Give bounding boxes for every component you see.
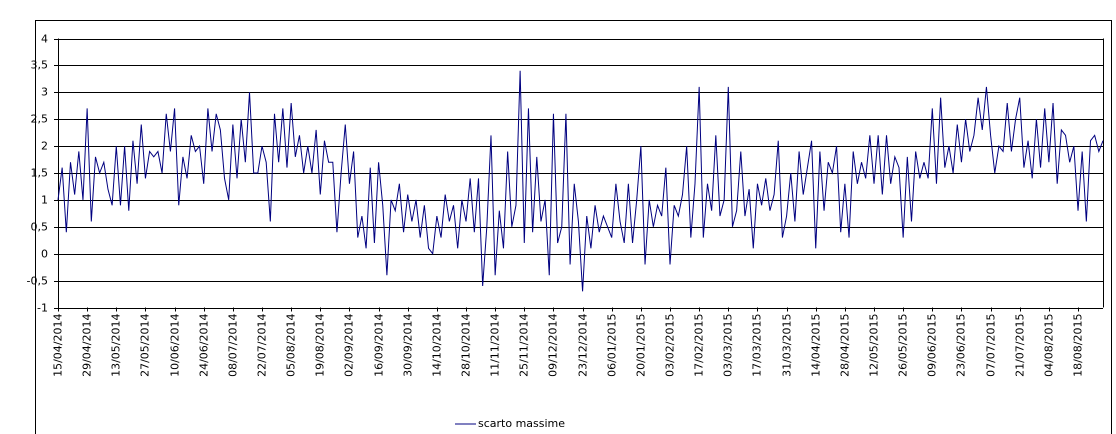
- x-tick-label: 05/08/2014: [285, 314, 298, 377]
- x-tick-label: 02/09/2014: [343, 314, 356, 377]
- chart-border: [35, 20, 1112, 434]
- x-tick-label: 10/06/2014: [169, 314, 182, 377]
- x-tick-label: 09/12/2014: [547, 314, 560, 377]
- x-tick-label: 29/04/2014: [81, 314, 94, 377]
- y-tick-label: 3: [41, 86, 48, 99]
- x-tick-label: 04/08/2015: [1043, 314, 1056, 377]
- y-tick-label: -0,5: [27, 275, 48, 288]
- x-tick-label: 03/03/2015: [722, 314, 735, 377]
- x-tick-label: 11/11/2014: [489, 314, 502, 377]
- y-tick-label: 0,5: [31, 221, 49, 234]
- x-tick-label: 26/05/2015: [897, 314, 910, 377]
- x-tick-label: 12/05/2015: [868, 314, 881, 377]
- y-tick-label: 3,5: [31, 59, 49, 72]
- x-tick-label: 14/04/2015: [810, 314, 823, 377]
- y-tick-label: -1: [37, 302, 48, 315]
- x-tick-label: 18/08/2015: [1072, 314, 1085, 377]
- x-tick-label: 30/09/2014: [402, 314, 415, 377]
- x-tick-label: 13/05/2014: [110, 314, 123, 377]
- x-tick-label: 25/11/2014: [518, 314, 531, 377]
- x-tick-label: 28/10/2014: [460, 314, 473, 377]
- x-tick-label: 15/04/2014: [52, 314, 65, 377]
- x-tick-label: 19/08/2014: [314, 314, 327, 377]
- x-tick-label: 20/01/2015: [635, 314, 648, 377]
- x-tick-label: 09/06/2015: [926, 314, 939, 377]
- x-tick-label: 06/01/2015: [606, 314, 619, 377]
- x-tick-label: 14/10/2014: [431, 314, 444, 377]
- x-tick-label: 22/07/2014: [256, 314, 269, 377]
- x-tick-label: 31/03/2015: [781, 314, 794, 377]
- x-tick-label: 03/02/2015: [664, 314, 677, 377]
- x-tick-label: 08/07/2014: [227, 314, 240, 377]
- legend-label: scarto massime: [478, 417, 565, 430]
- y-tick-label: 1,5: [31, 167, 49, 180]
- y-tick-label: 1: [41, 194, 48, 207]
- y-tick-label: 4: [41, 33, 48, 46]
- y-tick-label: 2,5: [31, 113, 49, 126]
- x-tick-label: 17/03/2015: [751, 314, 764, 377]
- x-tick-label: 28/04/2015: [839, 314, 852, 377]
- x-tick-label: 24/06/2014: [198, 314, 211, 377]
- data-line: [57, 70, 1104, 292]
- x-tick-label: 16/09/2014: [373, 314, 386, 377]
- y-tick-label: 0: [41, 248, 48, 261]
- x-tick-label: 27/05/2014: [139, 314, 152, 377]
- x-tick-label: 17/02/2015: [693, 314, 706, 377]
- x-tick-label: 23/12/2014: [577, 314, 590, 377]
- x-tick-label: 07/07/2015: [985, 314, 998, 377]
- x-tick-label: 23/06/2015: [955, 314, 968, 377]
- y-tick-label: 2: [41, 140, 48, 153]
- x-tick-label: 21/07/2015: [1014, 314, 1027, 377]
